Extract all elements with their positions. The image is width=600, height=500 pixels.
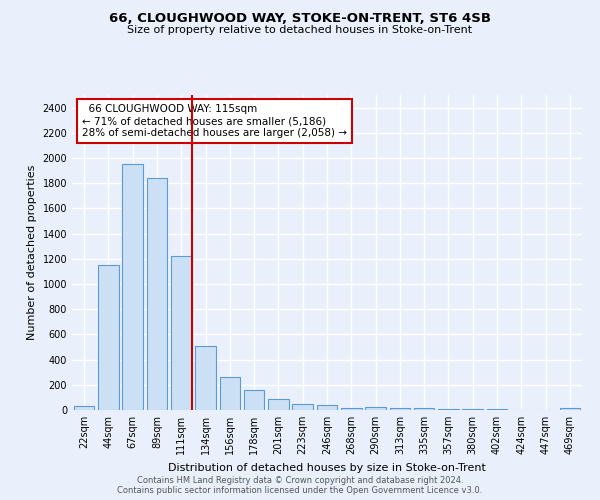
Bar (74, 406, 94, 410)
Bar (365, 407, 386, 410)
Bar (122, 164, 143, 410)
Text: Contains HM Land Registry data © Crown copyright and database right 2024.: Contains HM Land Registry data © Crown c… (137, 476, 463, 485)
Bar (98, 265, 119, 410)
Bar (414, 408, 434, 410)
Bar (463, 409, 483, 410)
Bar (244, 390, 265, 410)
Bar (292, 404, 313, 410)
Bar (438, 408, 459, 410)
Bar (560, 408, 580, 410)
Text: Contains public sector information licensed under the Open Government Licence v3: Contains public sector information licen… (118, 486, 482, 495)
Bar (268, 400, 289, 410)
X-axis label: Distribution of detached houses by size in Stoke-on-Trent: Distribution of detached houses by size … (168, 462, 486, 472)
Y-axis label: Number of detached properties: Number of detached properties (27, 165, 37, 340)
Text: 66, CLOUGHWOOD WAY, STOKE-ON-TRENT, ST6 4SB: 66, CLOUGHWOOD WAY, STOKE-ON-TRENT, ST6 … (109, 12, 491, 26)
Bar (195, 346, 216, 410)
Bar (171, 256, 191, 410)
Text: 66 CLOUGHWOOD WAY: 115sqm
← 71% of detached houses are smaller (5,186)
28% of se: 66 CLOUGHWOOD WAY: 115sqm ← 71% of detac… (82, 104, 347, 138)
Text: Size of property relative to detached houses in Stoke-on-Trent: Size of property relative to detached ho… (127, 25, 473, 35)
Bar (341, 408, 362, 410)
Bar (389, 408, 410, 410)
Bar (317, 405, 337, 410)
Bar (220, 376, 240, 410)
Bar (146, 178, 167, 410)
